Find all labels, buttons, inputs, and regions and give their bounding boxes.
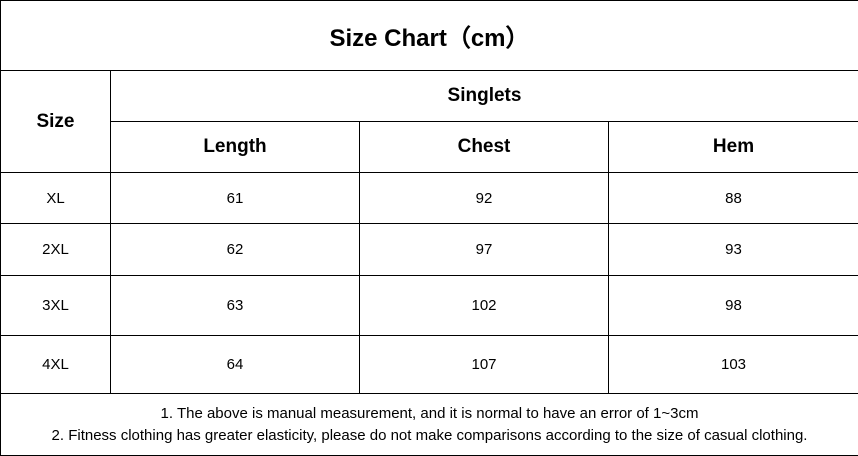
- size-cell: XL: [1, 173, 111, 224]
- size-header: Size: [1, 71, 111, 173]
- value-cell: 63: [111, 276, 360, 336]
- value-cell: 97: [360, 224, 609, 276]
- size-cell: 4XL: [1, 336, 111, 394]
- value-cell: 103: [609, 336, 858, 394]
- value-cell: 98: [609, 276, 858, 336]
- value-cell: 102: [360, 276, 609, 336]
- value-cell: 92: [360, 173, 609, 224]
- size-cell: 2XL: [1, 224, 111, 276]
- title: Size Chart（cm）: [1, 1, 858, 71]
- column-header: Hem: [609, 122, 858, 173]
- value-cell: 107: [360, 336, 609, 394]
- value-cell: 62: [111, 224, 360, 276]
- value-cell: 61: [111, 173, 360, 224]
- size-cell: 3XL: [1, 276, 111, 336]
- note: 2. Fitness clothing has greater elastici…: [1, 425, 858, 447]
- column-header: Length: [111, 122, 360, 173]
- value-cell: 64: [111, 336, 360, 394]
- note: 1. The above is manual measurement, and …: [1, 403, 858, 425]
- column-header: Chest: [360, 122, 609, 173]
- group-header: Singlets: [111, 71, 858, 122]
- notes: 1. The above is manual measurement, and …: [1, 394, 858, 456]
- value-cell: 88: [609, 173, 858, 224]
- value-cell: 93: [609, 224, 858, 276]
